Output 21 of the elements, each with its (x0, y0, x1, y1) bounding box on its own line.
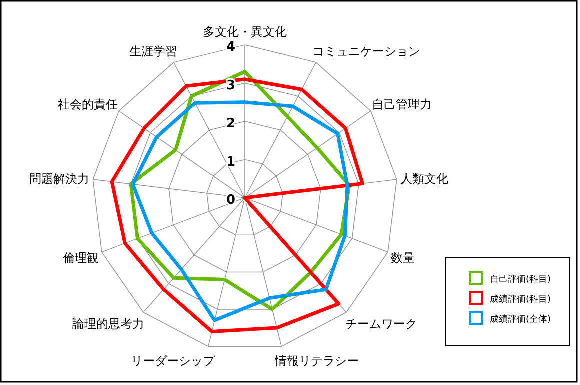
legend-label: 成績評価(科目) (490, 294, 552, 305)
spoke-label: 倫理観 (62, 251, 100, 266)
spoke-label: 数量 (390, 251, 415, 266)
y-tick-label: 2 (226, 116, 236, 132)
legend-label: 自己評価(科目) (490, 274, 552, 285)
spoke-label: 社会的責任 (58, 97, 118, 112)
spoke-label: 自己管理力 (372, 97, 432, 112)
y-tick-label: 1 (226, 154, 236, 170)
y-tick-label: 0 (226, 193, 236, 208)
spoke-label: コミュニケーション (312, 44, 420, 58)
spoke-label: 生涯学習 (130, 44, 178, 58)
spoke-label: 人類文化 (400, 172, 449, 186)
spoke-label: チームワーク (346, 316, 418, 331)
legend-label: 成績評価(全体) (490, 314, 552, 325)
y-tick-label: 3 (226, 78, 236, 94)
spoke-label: 多文化・異文化 (203, 25, 287, 40)
spoke-label: 論理的思考力 (72, 316, 144, 331)
spoke-label: リーダーシップ (131, 354, 216, 368)
y-tick-label: 4 (226, 40, 236, 55)
spoke-label: 問題解決力 (29, 172, 90, 186)
spoke-label: 情報リテラシー (274, 354, 359, 368)
